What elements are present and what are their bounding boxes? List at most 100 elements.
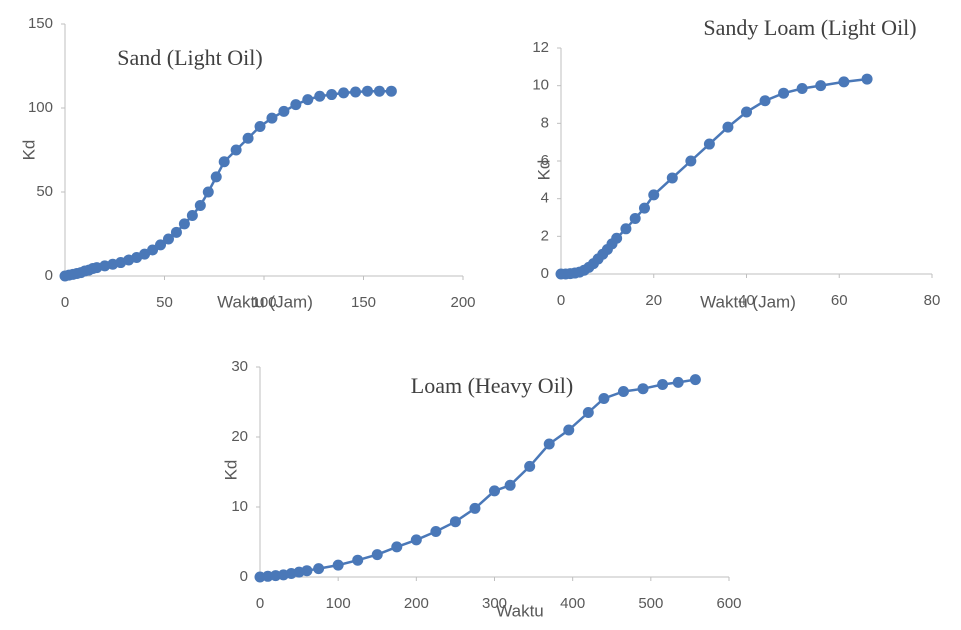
data-point bbox=[326, 89, 338, 101]
x-tick-label: 20 bbox=[645, 292, 662, 309]
y-tick-label: 12 bbox=[532, 39, 549, 56]
data-point bbox=[385, 85, 397, 97]
data-point bbox=[563, 424, 575, 436]
y-tick-label: 150 bbox=[28, 15, 53, 32]
x-tick-label: 60 bbox=[831, 292, 848, 309]
data-point bbox=[620, 223, 632, 235]
data-point bbox=[648, 189, 660, 201]
data-line bbox=[259, 378, 696, 579]
y-tick-label: 30 bbox=[231, 358, 248, 375]
y-tick-label: 0 bbox=[240, 568, 248, 585]
x-tick-label: 400 bbox=[560, 595, 585, 612]
y-tick-label: 20 bbox=[231, 428, 248, 445]
x-tick-label: 200 bbox=[404, 595, 429, 612]
data-point bbox=[230, 144, 242, 156]
y-tick-label: 50 bbox=[36, 183, 53, 200]
data-point bbox=[778, 87, 790, 99]
y-tick-label: 10 bbox=[532, 77, 549, 94]
y-tick-label: 8 bbox=[541, 114, 549, 131]
data-point bbox=[266, 112, 278, 124]
data-point bbox=[202, 186, 214, 198]
data-point bbox=[598, 393, 610, 404]
x-tick-label: 600 bbox=[716, 595, 741, 612]
data-point bbox=[170, 226, 182, 238]
data-point bbox=[449, 516, 461, 528]
data-point bbox=[430, 526, 442, 537]
x-tick-label: 300 bbox=[482, 595, 507, 612]
x-tick-label: 0 bbox=[61, 294, 69, 311]
data-point bbox=[637, 383, 649, 395]
data-point bbox=[352, 554, 364, 566]
data-point bbox=[489, 485, 500, 497]
data-point bbox=[147, 244, 159, 256]
data-point bbox=[254, 120, 266, 132]
data-point bbox=[657, 379, 669, 390]
y-tick-label: 100 bbox=[28, 99, 53, 116]
data-point bbox=[155, 239, 167, 251]
data-point bbox=[469, 502, 481, 514]
chart-title: Loam (Heavy Oil) bbox=[411, 373, 574, 398]
data-point bbox=[672, 376, 684, 388]
data-point bbox=[611, 232, 623, 244]
chart-title: Sand (Light Oil) bbox=[117, 45, 262, 70]
data-point bbox=[666, 172, 678, 184]
x-tick-label: 150 bbox=[351, 294, 376, 311]
x-tick-label: 500 bbox=[638, 595, 663, 612]
data-point bbox=[796, 82, 808, 94]
data-point bbox=[685, 155, 697, 167]
data-point bbox=[815, 80, 827, 92]
data-point bbox=[314, 90, 326, 102]
data-point bbox=[759, 95, 771, 107]
x-axis-label: Waktu (Jam) bbox=[700, 292, 796, 311]
data-point bbox=[410, 534, 422, 546]
data-point bbox=[617, 386, 629, 397]
y-axis-label: Kd bbox=[19, 140, 38, 161]
data-point bbox=[278, 105, 290, 117]
data-point bbox=[302, 94, 314, 106]
data-point bbox=[838, 76, 850, 88]
data-line bbox=[64, 89, 392, 278]
chart-title: Sandy Loam (Light Oil) bbox=[703, 15, 916, 40]
y-axis-label: Kd bbox=[534, 160, 553, 181]
data-point bbox=[162, 233, 174, 245]
data-point bbox=[638, 202, 650, 214]
x-tick-label: 80 bbox=[924, 292, 941, 309]
x-tick-label: 100 bbox=[326, 595, 351, 612]
data-point bbox=[741, 106, 752, 118]
y-tick-label: 4 bbox=[541, 190, 549, 207]
data-point bbox=[371, 549, 383, 561]
data-point bbox=[313, 563, 325, 575]
y-tick-label: 0 bbox=[45, 267, 53, 284]
data-point bbox=[186, 210, 198, 222]
x-tick-label: 0 bbox=[256, 595, 264, 612]
data-point bbox=[722, 121, 734, 133]
x-tick-label: 200 bbox=[450, 294, 475, 311]
data-point bbox=[582, 407, 594, 418]
y-tick-label: 10 bbox=[231, 498, 248, 515]
data-point bbox=[543, 438, 555, 450]
data-point bbox=[361, 85, 373, 97]
x-axis-label: Waktu (Jam) bbox=[217, 292, 313, 311]
data-point bbox=[178, 218, 190, 230]
data-point bbox=[301, 565, 313, 577]
data-point bbox=[210, 171, 222, 183]
data-point bbox=[391, 541, 403, 553]
x-tick-label: 100 bbox=[251, 294, 276, 311]
data-point bbox=[504, 479, 516, 491]
x-tick-label: 40 bbox=[738, 292, 755, 309]
x-tick-label: 50 bbox=[156, 294, 173, 311]
y-axis-label: Kd bbox=[221, 460, 240, 481]
x-axis-label: Waktu bbox=[496, 601, 544, 620]
data-point bbox=[194, 199, 206, 211]
x-tick-label: 0 bbox=[557, 292, 565, 309]
y-tick-label: 0 bbox=[541, 265, 549, 282]
data-point bbox=[332, 559, 344, 571]
y-tick-label: 6 bbox=[541, 152, 549, 169]
data-point bbox=[242, 132, 254, 144]
data-point bbox=[689, 374, 701, 386]
data-point bbox=[218, 156, 230, 168]
data-point bbox=[290, 99, 302, 111]
data-point bbox=[350, 86, 362, 98]
data-point bbox=[373, 85, 385, 97]
